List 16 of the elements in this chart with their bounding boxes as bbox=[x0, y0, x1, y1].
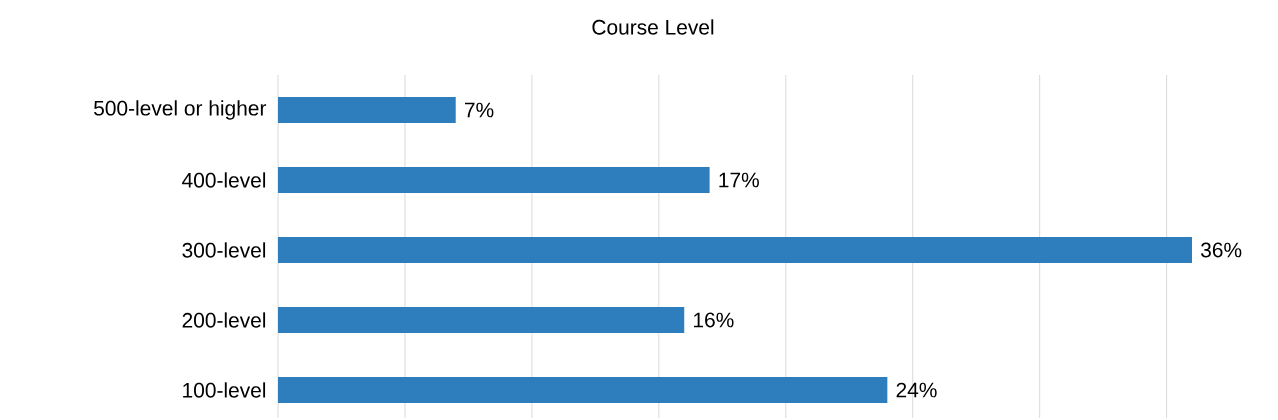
bar bbox=[278, 97, 456, 123]
y-tick-label: 400-level bbox=[182, 172, 266, 188]
data-label: 7% bbox=[465, 102, 494, 118]
bar bbox=[278, 167, 710, 193]
y-tick-label: 500-level or higher bbox=[94, 100, 267, 120]
chart-title: Course Level bbox=[592, 19, 714, 35]
bar bbox=[278, 377, 888, 403]
data-label: 16% bbox=[694, 312, 734, 328]
data-label: 36% bbox=[1201, 242, 1242, 258]
bar bbox=[278, 307, 685, 333]
data-label: 17% bbox=[719, 172, 759, 188]
bar bbox=[278, 237, 1193, 263]
y-tick-label: 300-level bbox=[182, 242, 266, 258]
y-tick-label: 200-level bbox=[182, 312, 266, 328]
y-tick-label: 100-level bbox=[183, 382, 266, 398]
data-label: 24% bbox=[896, 382, 937, 398]
